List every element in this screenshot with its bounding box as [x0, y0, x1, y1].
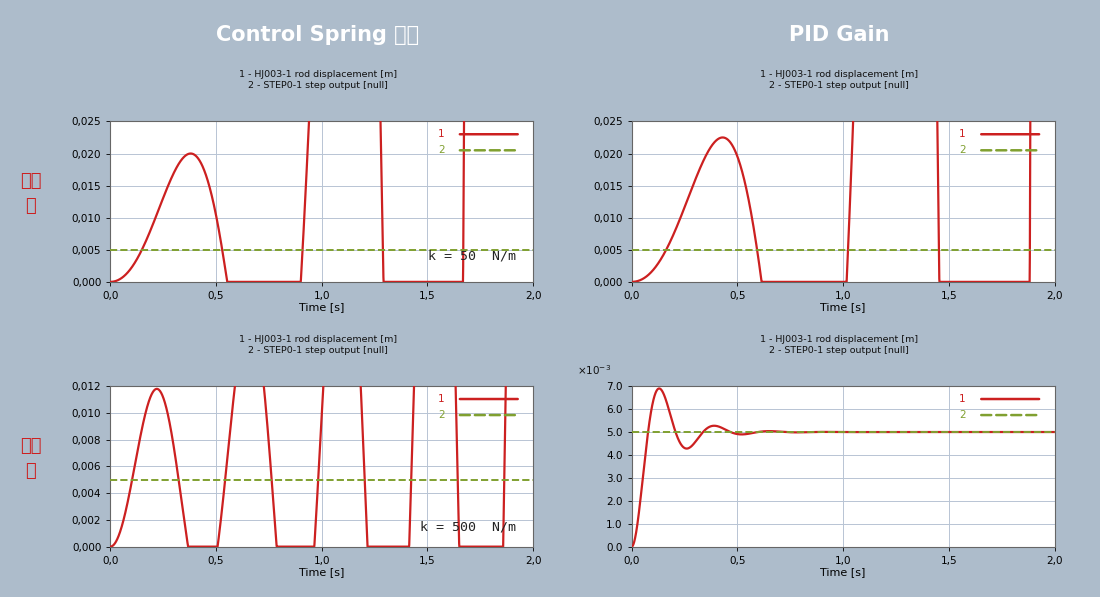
X-axis label: Time [s]: Time [s]	[821, 567, 866, 577]
Text: 2: 2	[438, 145, 444, 155]
Text: 1 - HJ003-1 rod displacement [m]
2 - STEP0-1 step output [null]: 1 - HJ003-1 rod displacement [m] 2 - STE…	[760, 70, 918, 90]
Text: 1: 1	[438, 129, 444, 139]
Text: Control Spring 상수: Control Spring 상수	[217, 25, 419, 45]
X-axis label: Time [s]: Time [s]	[821, 302, 866, 312]
Text: 변경
전: 변경 전	[20, 173, 42, 216]
X-axis label: Time [s]: Time [s]	[299, 302, 344, 312]
Text: 1 - HJ003-1 rod displacement [m]
2 - STEP0-1 step output [null]: 1 - HJ003-1 rod displacement [m] 2 - STE…	[239, 335, 397, 355]
Text: k = 50  N/m: k = 50 N/m	[428, 250, 516, 263]
Text: 1: 1	[959, 129, 966, 139]
Text: 1 - HJ003-1 rod displacement [m]
2 - STEP0-1 step output [null]: 1 - HJ003-1 rod displacement [m] 2 - STE…	[239, 70, 397, 90]
Text: 1 - HJ003-1 rod displacement [m]
2 - STEP0-1 step output [null]: 1 - HJ003-1 rod displacement [m] 2 - STE…	[760, 335, 918, 355]
X-axis label: Time [s]: Time [s]	[299, 567, 344, 577]
Text: 2: 2	[959, 410, 966, 420]
Text: 2: 2	[959, 145, 966, 155]
Text: $\times10^{-3}$: $\times10^{-3}$	[576, 363, 610, 377]
Text: 1: 1	[959, 394, 966, 404]
Text: 변경
후: 변경 후	[20, 437, 42, 480]
Text: PID Gain: PID Gain	[789, 25, 890, 45]
Text: 1: 1	[438, 394, 444, 404]
Text: 2: 2	[438, 410, 444, 420]
Text: k = 500  N/m: k = 500 N/m	[420, 521, 516, 534]
